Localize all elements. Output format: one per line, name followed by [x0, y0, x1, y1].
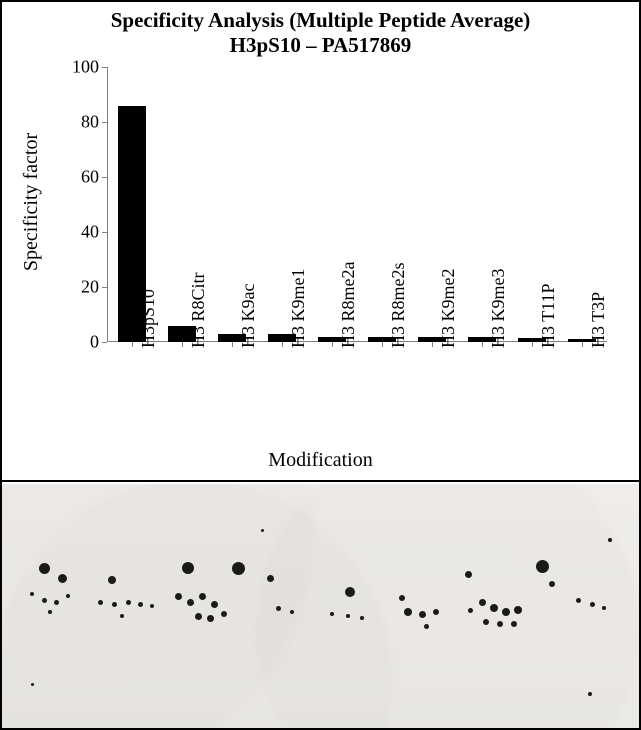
- blot-spot: [150, 604, 154, 608]
- blot-spot: [468, 608, 473, 613]
- x-tick-label: H3 R8me2a: [338, 262, 359, 348]
- blot-spot: [399, 595, 405, 601]
- y-tick-label: 20: [81, 277, 99, 298]
- blot-spot: [182, 562, 194, 574]
- blot-spot: [108, 576, 116, 584]
- x-tick: [582, 342, 583, 347]
- y-tick: [102, 122, 107, 123]
- blot-spot: [588, 692, 592, 696]
- blot-spot: [221, 611, 227, 617]
- x-tick-label: H3pS10: [138, 289, 159, 348]
- y-tick-label: 0: [90, 332, 99, 353]
- blot-spot: [536, 560, 549, 573]
- x-tick-label: H3 T3P: [588, 292, 609, 348]
- blot-spot: [419, 611, 426, 618]
- x-tick-label: H3 R8Citr: [188, 272, 209, 348]
- chart-title: Specificity Analysis (Multiple Peptide A…: [2, 8, 639, 58]
- x-tick: [532, 342, 533, 347]
- blot-spot: [290, 610, 294, 614]
- blot-spot: [483, 619, 489, 625]
- blot-spot: [112, 602, 117, 607]
- blot-background: [2, 484, 639, 728]
- blot-spot: [39, 563, 50, 574]
- blot-spot: [42, 598, 47, 603]
- chart-title-line2: H3pS10 – PA517869: [230, 33, 412, 57]
- y-axis-line: [107, 67, 108, 342]
- blot-spot: [175, 593, 182, 600]
- blot-spot: [138, 602, 143, 607]
- blot-spot: [602, 606, 606, 610]
- blot-spot: [211, 601, 218, 608]
- blot-spot: [424, 624, 429, 629]
- y-tick-label: 80: [81, 112, 99, 133]
- y-tick-label: 60: [81, 167, 99, 188]
- blot-spot: [120, 614, 124, 618]
- chart-title-line1: Specificity Analysis (Multiple Peptide A…: [111, 8, 531, 32]
- blot-spot: [502, 608, 510, 616]
- blot-spot: [514, 606, 522, 614]
- x-tick: [382, 342, 383, 347]
- blot-spot: [576, 598, 581, 603]
- y-tick: [102, 342, 107, 343]
- blot-spot: [207, 615, 214, 622]
- blot-spot: [48, 610, 52, 614]
- blot-spot: [590, 602, 595, 607]
- blot-spot: [98, 600, 103, 605]
- blot-spot: [187, 599, 194, 606]
- x-tick-label: H3 R8me2s: [388, 263, 409, 349]
- blot-spot: [30, 592, 34, 596]
- blot-spot: [608, 538, 612, 542]
- blot-spot: [404, 608, 412, 616]
- blot-spot: [195, 613, 202, 620]
- x-tick: [282, 342, 283, 347]
- blot-spot: [479, 599, 486, 606]
- blot-spot: [465, 571, 472, 578]
- blot-spot: [31, 683, 34, 686]
- blot-spot: [490, 604, 498, 612]
- y-tick-label: 40: [81, 222, 99, 243]
- x-tick: [332, 342, 333, 347]
- blot-spot: [267, 575, 274, 582]
- y-axis-label: Specificity factor: [20, 133, 43, 271]
- blot-spot: [511, 621, 517, 627]
- blot-spot: [232, 562, 245, 575]
- x-tick-label: H3 K9me3: [488, 269, 509, 349]
- x-tick: [232, 342, 233, 347]
- x-tick-label: H3 T11P: [538, 283, 559, 348]
- y-tick: [102, 67, 107, 68]
- y-tick: [102, 232, 107, 233]
- blot-spot: [497, 621, 503, 627]
- blot-spot: [549, 581, 555, 587]
- figure-frame: Specificity Analysis (Multiple Peptide A…: [0, 0, 641, 730]
- x-axis-label: Modification: [2, 449, 639, 472]
- blot-spot: [66, 594, 70, 598]
- blot-spot: [433, 609, 439, 615]
- x-tick: [482, 342, 483, 347]
- blot-spot: [276, 606, 281, 611]
- plot-area: 020406080100H3pS10H3 R8CitrH3 K9acH3 K9m…: [107, 67, 607, 342]
- y-tick: [102, 177, 107, 178]
- blot-spot: [360, 616, 364, 620]
- blot-spot: [261, 529, 264, 532]
- x-tick: [182, 342, 183, 347]
- x-tick: [132, 342, 133, 347]
- y-tick-label: 100: [72, 57, 99, 78]
- x-tick-label: H3 K9me1: [288, 269, 309, 349]
- x-tick-label: H3 K9me2: [438, 269, 459, 349]
- blot-spot: [346, 614, 350, 618]
- x-tick-label: H3 K9ac: [238, 284, 259, 348]
- blot-spot: [58, 574, 67, 583]
- x-tick: [432, 342, 433, 347]
- bar-chart-panel: Specificity Analysis (Multiple Peptide A…: [2, 2, 639, 482]
- blot-spot: [330, 612, 334, 616]
- blot-spot: [345, 587, 355, 597]
- blot-spot: [54, 600, 59, 605]
- blot-image-panel: [2, 484, 639, 728]
- blot-spot: [126, 600, 131, 605]
- y-tick: [102, 287, 107, 288]
- blot-spot: [199, 593, 206, 600]
